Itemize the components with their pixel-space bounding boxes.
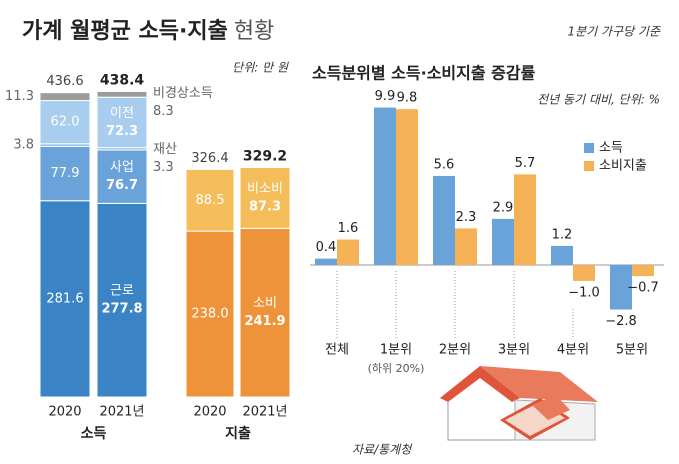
x-tick-label: 3분위 bbox=[498, 343, 530, 358]
total-label: 329.2 bbox=[243, 149, 287, 165]
bar bbox=[632, 265, 654, 277]
value-label: 9.9 bbox=[375, 89, 396, 104]
legend-marker bbox=[584, 161, 594, 171]
total-label: 326.4 bbox=[191, 151, 228, 166]
bar-segment bbox=[96, 202, 148, 398]
bar-segment bbox=[239, 167, 291, 229]
segment-name: 근로 bbox=[110, 284, 134, 299]
x-tick-label: 전체 bbox=[325, 343, 349, 358]
segment-name: 이전 bbox=[110, 106, 134, 121]
value-label: 277.8 bbox=[101, 302, 142, 317]
legend-label: 소득 bbox=[599, 141, 623, 156]
bar bbox=[610, 265, 632, 310]
segment-name: 비소비 bbox=[247, 181, 283, 196]
value-label: 241.9 bbox=[244, 314, 285, 329]
bar-segment bbox=[96, 96, 148, 149]
bar bbox=[374, 107, 396, 265]
total-label: 436.6 bbox=[46, 74, 83, 89]
bar-segment bbox=[96, 90, 148, 98]
house-illustration bbox=[440, 366, 598, 441]
segment-name: 재산 bbox=[153, 142, 177, 157]
value-label: 11.3 bbox=[5, 89, 34, 104]
value-label: 77.9 bbox=[51, 166, 80, 181]
source-note: 자료/통계청 bbox=[352, 443, 413, 457]
x-tick-label: 2020 bbox=[48, 405, 81, 420]
segment-name: 사업 bbox=[110, 160, 134, 175]
bar bbox=[396, 109, 418, 266]
bar bbox=[573, 265, 595, 281]
value-label: 8.3 bbox=[153, 104, 174, 119]
bar bbox=[315, 258, 337, 265]
value-label: −2.8 bbox=[605, 314, 637, 329]
title-extra: 현황 bbox=[234, 19, 274, 44]
x-tick-label: 2021년 bbox=[99, 405, 144, 420]
title-main: 가계 월평균 소득·지출 bbox=[22, 19, 228, 44]
group-label: 소득 bbox=[81, 426, 107, 442]
bar bbox=[455, 228, 477, 265]
x-tick-note: (하위 20%) bbox=[368, 361, 425, 375]
bar-segment bbox=[39, 200, 91, 398]
x-tick-label: 2분위 bbox=[439, 343, 471, 358]
segment-name: 비경상소득 bbox=[153, 86, 213, 101]
value-label: 62.0 bbox=[51, 115, 80, 130]
value-label: 87.3 bbox=[249, 199, 281, 214]
value-label: −1.0 bbox=[568, 285, 600, 300]
value-label: 5.7 bbox=[515, 156, 536, 171]
bar-segment bbox=[96, 149, 148, 204]
bar bbox=[551, 245, 573, 265]
bar-segment bbox=[185, 168, 235, 232]
value-label: 0.4 bbox=[316, 240, 337, 255]
legend-marker bbox=[584, 143, 594, 153]
total-label: 438.4 bbox=[100, 72, 145, 88]
bar-segment bbox=[39, 145, 91, 202]
basis-note: 1분기 가구당 기준 bbox=[567, 25, 661, 39]
bar-segment bbox=[239, 227, 291, 398]
bar bbox=[492, 218, 514, 265]
value-label: 88.5 bbox=[196, 193, 225, 208]
value-label: 3.3 bbox=[153, 160, 174, 175]
value-label: 72.3 bbox=[106, 124, 138, 139]
legend-label: 소비지출 bbox=[599, 159, 647, 174]
value-label: 76.7 bbox=[106, 178, 138, 193]
value-label: 2.9 bbox=[493, 200, 514, 215]
value-label: 9.8 bbox=[397, 91, 418, 106]
value-label: 2.3 bbox=[456, 210, 477, 225]
segment-name: 소비 bbox=[253, 296, 277, 311]
unit-note: 단위: 만 원 bbox=[232, 61, 289, 75]
chart-title: 가계 월평균 소득·지출 현황 bbox=[22, 19, 274, 44]
value-label: 281.6 bbox=[46, 291, 83, 306]
bar bbox=[514, 174, 536, 265]
x-tick-label: 1분위 bbox=[380, 343, 412, 358]
x-tick-label: 2021년 bbox=[242, 405, 287, 420]
value-label: −0.7 bbox=[627, 281, 659, 296]
value-label: 3.8 bbox=[13, 138, 34, 153]
x-tick-label: 4분위 bbox=[557, 343, 589, 358]
value-label: 5.6 bbox=[434, 157, 455, 172]
chart-title: 소득분위별 소득·소비지출 증감률 bbox=[312, 64, 536, 83]
unit-note: 전년 동기 대비, 단위: % bbox=[537, 93, 660, 107]
bar bbox=[433, 175, 455, 265]
value-label: 238.0 bbox=[191, 307, 228, 322]
x-tick-label: 5분위 bbox=[616, 343, 648, 358]
value-label: 1.2 bbox=[552, 227, 573, 242]
value-label: 1.6 bbox=[338, 221, 359, 236]
x-tick-label: 2020 bbox=[193, 405, 226, 420]
bar-segment bbox=[185, 230, 235, 398]
bar bbox=[337, 239, 359, 265]
bar-segment bbox=[39, 92, 91, 102]
group-label: 지출 bbox=[225, 425, 251, 442]
